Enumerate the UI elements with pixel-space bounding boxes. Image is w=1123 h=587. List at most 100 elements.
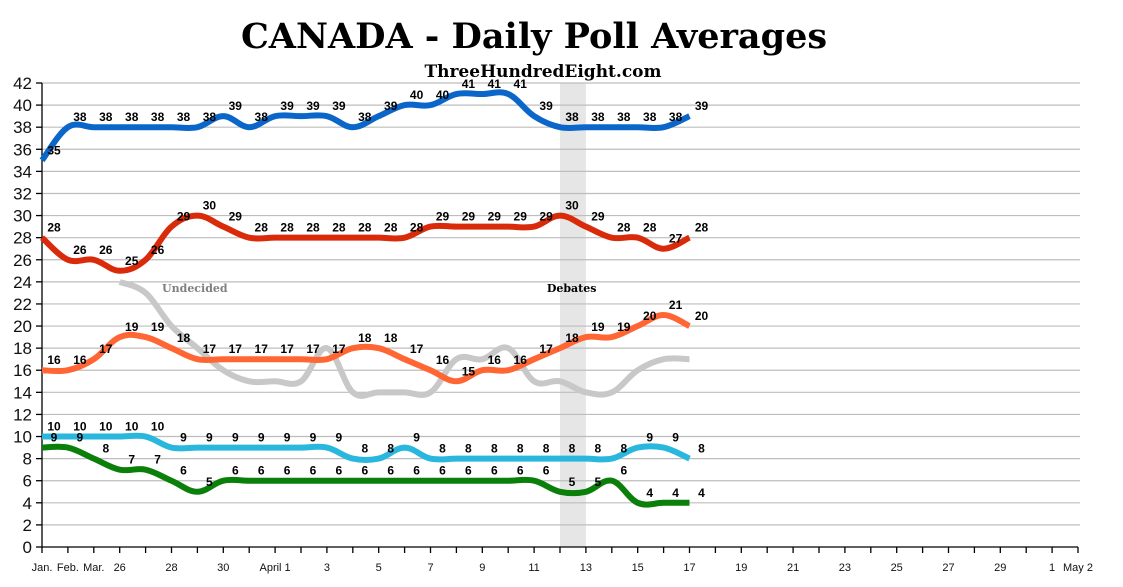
data-label-red: 28 [410, 221, 424, 235]
data-label-blue: 39 [695, 99, 709, 113]
y-tick-label-18: 18 [13, 339, 32, 358]
y-tick-label-26: 26 [13, 251, 32, 270]
data-label-green: 6 [336, 464, 343, 478]
data-label-blue: 41 [462, 77, 476, 91]
data-label-cyan: 9 [232, 431, 239, 445]
x-tick-label: 9 [479, 562, 485, 574]
data-label-green: 7 [154, 453, 161, 467]
data-label-cyan: 8 [439, 442, 446, 456]
data-label-blue: 38 [643, 110, 657, 124]
data-label-red: 29 [229, 210, 243, 224]
data-label-blue: 38 [177, 110, 191, 124]
data-label-cyan: 9 [672, 431, 679, 445]
data-label-orange: 19 [125, 320, 139, 334]
data-label-blue: 38 [255, 110, 269, 124]
data-label-cyan: 9 [258, 431, 265, 445]
y-tick-label-6: 6 [23, 472, 32, 491]
data-label-cyan: 9 [310, 431, 317, 445]
series-line-green [41, 443, 690, 508]
data-label-cyan: 9 [413, 431, 420, 445]
y-tick-label-2: 2 [23, 516, 32, 535]
data-label-red: 25 [125, 254, 139, 268]
data-label-red: 29 [436, 210, 450, 224]
data-label-blue: 38 [151, 110, 165, 124]
data-label-cyan: 8 [698, 442, 705, 456]
data-label-green: 6 [465, 464, 472, 478]
data-label-orange: 19 [617, 320, 631, 334]
x-tick-label: 17 [683, 562, 695, 574]
data-label-red: 28 [695, 221, 709, 235]
y-tick-label-36: 36 [13, 140, 32, 159]
data-label-blue: 38 [125, 110, 139, 124]
data-label-green: 6 [543, 464, 550, 478]
y-tick-label-42: 42 [13, 74, 32, 93]
data-label-cyan: 8 [517, 442, 524, 456]
data-label-orange: 17 [306, 342, 320, 356]
data-label-green: 4 [646, 486, 653, 500]
y-tick-label-22: 22 [13, 295, 32, 314]
data-label-orange: 18 [384, 331, 398, 345]
data-label-orange: 16 [436, 353, 450, 367]
data-label-orange: 19 [151, 320, 165, 334]
data-label-blue: 35 [47, 143, 61, 157]
data-label-blue: 38 [669, 110, 683, 124]
x-tick-label: Feb. [57, 562, 79, 574]
data-label-cyan: 9 [336, 431, 343, 445]
chart-subtitle: ThreeHundredEight.com [424, 62, 661, 82]
data-label-green: 5 [595, 475, 602, 489]
x-tick-label: 11 [528, 562, 539, 574]
annotation-debates: Debates [547, 282, 597, 295]
data-label-green: 6 [310, 464, 317, 478]
y-tick-label-16: 16 [13, 361, 32, 380]
data-label-red: 28 [617, 221, 631, 235]
annotations: Undecided Debates [162, 282, 596, 295]
data-label-green: 9 [77, 431, 84, 445]
data-label-orange: 18 [358, 331, 372, 345]
annotation-undecided: Undecided [162, 282, 228, 295]
data-label-cyan: 8 [465, 442, 472, 456]
data-label-blue: 38 [358, 110, 372, 124]
data-label-cyan: 10 [99, 420, 113, 434]
data-label-cyan: 9 [646, 431, 653, 445]
y-tick-label-40: 40 [13, 96, 32, 115]
x-tick-label: 29 [994, 562, 1006, 574]
data-label-green: 5 [206, 475, 213, 489]
data-label-blue: 39 [539, 99, 553, 113]
data-label-green: 5 [569, 475, 576, 489]
x-tick-label: 3 [324, 562, 330, 574]
data-label-red: 30 [565, 199, 579, 213]
y-tick-label-34: 34 [13, 162, 32, 181]
x-tick-label: Mar. [83, 562, 104, 574]
data-label-red: 26 [73, 243, 87, 257]
data-label-cyan: 8 [361, 442, 368, 456]
data-label-blue: 39 [306, 99, 320, 113]
x-tick-label: 19 [735, 562, 747, 574]
data-label-blue: 38 [73, 110, 87, 124]
data-label-orange: 16 [488, 353, 502, 367]
x-tick-label: 7 [427, 562, 433, 574]
data-label-red: 28 [306, 221, 320, 235]
y-tick-label-12: 12 [13, 405, 32, 424]
y-tick-label-4: 4 [23, 494, 32, 513]
data-label-cyan: 8 [595, 442, 602, 456]
data-label-cyan: 10 [151, 420, 165, 434]
x-tick-label: 15 [632, 562, 644, 574]
data-label-cyan: 10 [125, 420, 139, 434]
data-label-green: 6 [284, 464, 291, 478]
x-tick-label: 23 [839, 562, 851, 574]
data-label-green: 8 [102, 442, 109, 456]
data-label-red: 27 [669, 232, 683, 246]
data-label-red: 28 [47, 221, 61, 235]
data-label-red: 28 [358, 221, 372, 235]
data-label-orange: 18 [565, 331, 579, 345]
x-tick-label: 13 [580, 562, 592, 574]
y-tick-label-10: 10 [13, 428, 32, 447]
data-label-orange: 16 [73, 353, 87, 367]
y-tick-label-24: 24 [13, 273, 32, 292]
data-label-blue: 40 [410, 88, 424, 102]
data-label-blue: 41 [514, 77, 528, 91]
data-label-red: 28 [332, 221, 346, 235]
data-label-green: 6 [180, 464, 187, 478]
data-label-green: 6 [387, 464, 394, 478]
data-label-orange: 17 [229, 342, 243, 356]
